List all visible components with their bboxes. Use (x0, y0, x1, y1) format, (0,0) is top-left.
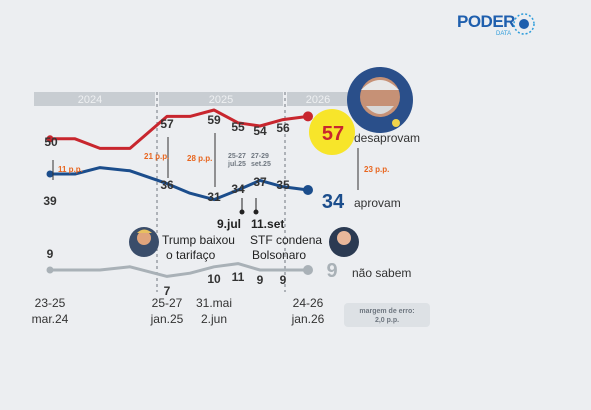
gap-label-1: 11 p.p. (58, 165, 83, 174)
point-1-10 (303, 185, 313, 195)
dis-label-jan25: 57 (160, 117, 174, 131)
event-text-1a: Trump baixou (162, 233, 235, 247)
date-set-1: 27-29 (251, 153, 269, 160)
dis-label-end: 57 (322, 123, 344, 145)
date-set-2: set.25 (251, 161, 271, 168)
nsa-label-start: 9 (47, 247, 54, 261)
series-label-desaprovam: desaprovam (354, 131, 420, 145)
year-band-2026 (287, 92, 353, 106)
x-tick-3a: 31.mai (196, 296, 232, 310)
event-date-2: 11.set (251, 217, 284, 231)
series-label-aprovam: aprovam (354, 196, 401, 210)
apr-label-end: 34 (322, 191, 345, 213)
gap-label-4: 23 p.p. (364, 165, 389, 174)
dis-label-start: 50 (44, 135, 58, 149)
margin-box (344, 303, 430, 327)
apr-label-mai: 31 (207, 190, 221, 204)
portrait-bolsonaro (329, 227, 359, 257)
gap-label-3: 28 p.p. (187, 154, 212, 163)
point-2-10 (303, 265, 313, 275)
year-band-2025 (159, 92, 283, 106)
series-line-desaprovam (50, 108, 309, 150)
year-band-2024 (34, 92, 155, 106)
nsa-label-jul: 11 (232, 270, 245, 284)
x-tick-1b: mar.24 (32, 312, 69, 326)
portrait-lula (347, 67, 413, 133)
date-jul-2: jul.25 (227, 161, 246, 168)
event-text-2b: Bolsonaro (252, 248, 306, 262)
margin-text-2: 2,0 p.p. (375, 317, 399, 324)
x-tick-2a: 25-27 (152, 296, 183, 310)
nsa-label-mai: 10 (207, 272, 221, 286)
event-dot-2 (253, 209, 259, 215)
x-tick-4a: 24-26 (293, 296, 324, 310)
date-jul-1: 25-27 (228, 153, 246, 160)
brand-burst-icon (513, 13, 535, 35)
year-label-2025: 2025 (209, 94, 233, 106)
gap-arrows (52, 133, 359, 190)
dis-label-jul: 55 (231, 120, 245, 134)
nsa-label-dez: 9 (280, 273, 287, 287)
point-0-0 (46, 135, 54, 143)
apr-label-start: 39 (43, 194, 57, 208)
series-points (46, 111, 313, 275)
point-0-10 (303, 111, 313, 122)
nsa-label-set: 9 (257, 273, 264, 287)
portrait-trump (129, 227, 159, 257)
gap-label-2: 21 p.p. (144, 152, 169, 161)
x-tick-1a: 23-25 (35, 296, 66, 310)
event-dot-1 (239, 209, 245, 215)
x-tick-4b: jan.26 (291, 312, 325, 326)
point-2-0 (46, 266, 54, 274)
series-line-aprovam (50, 166, 309, 202)
x-tick-3b: 2.jun (201, 312, 227, 326)
dis-label-dez: 56 (276, 121, 290, 135)
dis-label-mai: 59 (207, 113, 221, 127)
margin-text-1: margem de erro: (359, 308, 414, 315)
dis-label-set: 54 (253, 124, 267, 138)
brand-logo: PODER (457, 12, 515, 31)
x-tick-2b: jan.25 (150, 312, 184, 326)
apr-label-jan25: 36 (160, 178, 174, 192)
nsa-label-jan25: 7 (164, 284, 171, 298)
brand-logo-sub: DATA (496, 31, 512, 37)
event-date-1: 9.jul (217, 217, 241, 231)
year-label-2024: 2024 (78, 94, 102, 106)
point-1-0 (46, 170, 54, 178)
apr-label-dez: 35 (276, 178, 290, 192)
series-label-nao-sabem: não sabem (352, 266, 411, 280)
event-text-1b: o tarifaço (166, 248, 216, 262)
series-line-nao-sabem (50, 262, 308, 278)
event-text-2a: STF condena (250, 233, 322, 247)
apr-label-jul: 34 (231, 182, 245, 196)
nsa-label-end: 9 (326, 260, 337, 282)
apr-label-set: 37 (253, 175, 267, 189)
highlight-circle (309, 109, 355, 155)
year-label-2026: 2026 (306, 94, 330, 106)
